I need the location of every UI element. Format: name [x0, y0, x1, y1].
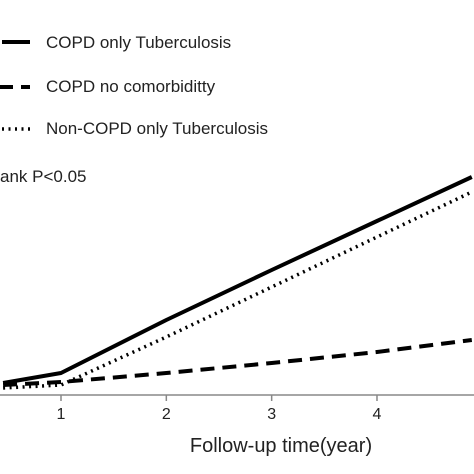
x-axis-title: Follow-up time(year)	[190, 435, 372, 457]
series-line-dashed	[2, 338, 473, 387]
legend-label-copd-only-tuberculosis: COPD only Tuberculosis	[46, 33, 231, 52]
series-lines	[2, 175, 473, 390]
x-axis-ticks: 1 2 3 4	[57, 395, 382, 423]
x-tick-label-4: 4	[373, 406, 382, 423]
x-tick-label-3: 3	[267, 406, 276, 423]
plot-area: 1 2 3 4	[0, 175, 474, 423]
x-tick-label-2: 2	[162, 406, 171, 423]
x-tick-label-1: 1	[57, 406, 66, 423]
legend: COPD only Tuberculosis COPD no comorbidi…	[0, 33, 268, 138]
series-line-solid	[2, 175, 473, 385]
series-line-dotted	[3, 190, 473, 390]
legend-label-copd-no-comorbidity: COPD no comorbiditty	[46, 77, 216, 96]
legend-label-non-copd-only-tuberculosis: Non-COPD only Tuberculosis	[46, 119, 268, 138]
log-rank-annotation: ank P<0.05	[0, 167, 87, 186]
